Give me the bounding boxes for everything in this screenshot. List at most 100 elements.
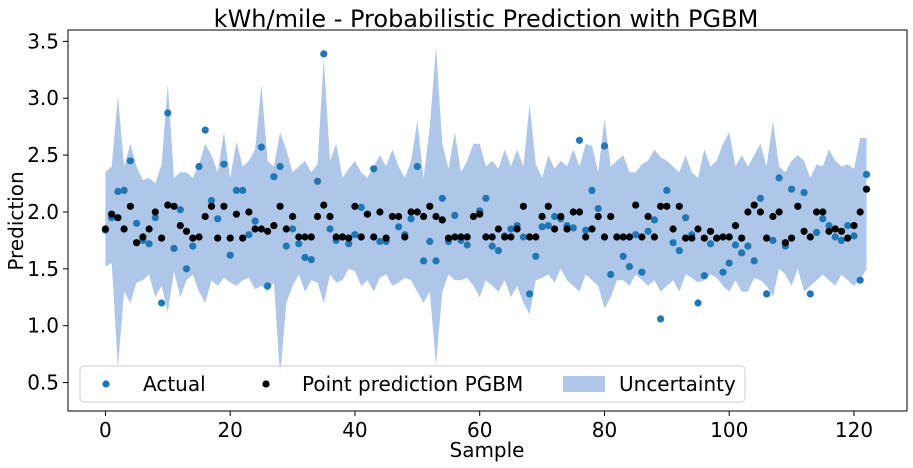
actual-point	[145, 240, 153, 248]
prediction-point	[532, 233, 540, 241]
actual-point	[320, 50, 328, 58]
prediction-point	[781, 239, 790, 247]
prediction-point	[544, 202, 552, 210]
actual-point	[775, 174, 783, 182]
actual-point	[488, 242, 496, 250]
actual-point	[357, 203, 365, 211]
actual-point	[126, 157, 134, 165]
prediction-point	[769, 212, 777, 221]
prediction-point	[432, 212, 440, 221]
actual-point	[245, 231, 253, 239]
prediction-point	[201, 212, 209, 221]
prediction-point	[582, 233, 590, 241]
actual-point	[763, 290, 771, 298]
actual-point	[862, 170, 871, 178]
prediction-point	[713, 234, 721, 242]
prediction-point	[744, 208, 752, 216]
prediction-point	[569, 208, 577, 216]
prediction-point	[295, 233, 303, 241]
prediction-point	[101, 225, 109, 233]
prediction-point	[313, 212, 322, 221]
prediction-point	[363, 210, 371, 218]
prediction-point	[189, 234, 197, 242]
prediction-point	[588, 225, 596, 233]
actual-point	[257, 143, 265, 151]
prediction-point	[494, 225, 502, 233]
prediction-point	[270, 222, 278, 230]
prediction-point	[376, 208, 384, 216]
prediction-point	[775, 208, 783, 216]
prediction-point	[438, 216, 446, 224]
y-tick-label: 2.5	[27, 143, 59, 167]
actual-point	[232, 186, 240, 194]
y-axis: 0.5 1.0 1.5 2.0 2.5 3.0 3.5	[27, 29, 68, 395]
uncertainty-band	[105, 47, 867, 377]
prediction-point	[700, 234, 708, 242]
actual-point	[270, 173, 278, 181]
prediction-point	[195, 233, 203, 241]
plot-area	[67, 29, 908, 412]
x-axis-label: Sample	[450, 438, 525, 462]
prediction-point	[401, 233, 409, 241]
actual-point	[706, 240, 715, 248]
y-tick-label: 0.5	[27, 371, 59, 395]
legend-actual-label: Actual	[143, 372, 206, 396]
actual-point	[151, 214, 159, 222]
uncertainty-band-layer	[105, 47, 867, 377]
prediction-point	[214, 234, 222, 242]
actual-point	[638, 268, 646, 276]
prediction-point	[251, 225, 259, 233]
actual-point	[370, 165, 378, 173]
actual-point	[114, 187, 122, 196]
prediction-point	[813, 208, 821, 216]
prediction-point	[738, 234, 746, 242]
prediction-point	[625, 233, 634, 241]
actual-point	[725, 259, 733, 267]
prediction-point	[719, 233, 727, 241]
prediction-point	[207, 202, 216, 210]
actual-point	[569, 224, 577, 232]
prediction-point	[126, 202, 134, 210]
actual-point	[526, 290, 534, 298]
prediction-point	[139, 233, 147, 241]
prediction-point	[850, 222, 858, 230]
prediction-point	[276, 202, 284, 210]
prediction-point	[800, 227, 808, 235]
prediction-point	[825, 227, 833, 235]
prediction-point	[513, 225, 521, 233]
prediction-point	[182, 227, 191, 235]
actual-point	[158, 299, 166, 307]
actual-point	[544, 222, 552, 230]
prediction-point	[856, 208, 864, 216]
actual-point	[669, 239, 677, 247]
prediction-point	[395, 212, 403, 221]
prediction-point	[457, 233, 465, 241]
actual-point	[482, 194, 490, 202]
prediction-point	[632, 201, 640, 209]
actual-point	[214, 215, 222, 223]
prediction-point	[338, 233, 347, 241]
prediction-point	[706, 227, 715, 235]
prediction-point	[476, 210, 484, 218]
actual-point	[538, 223, 546, 231]
prediction-point	[108, 210, 116, 218]
prediction-point	[507, 233, 515, 241]
prediction-point	[675, 202, 683, 210]
prediction-point	[663, 202, 671, 210]
actual-point	[750, 257, 758, 265]
actual-point	[182, 265, 191, 273]
prediction-point	[382, 234, 390, 242]
actual-point	[295, 240, 303, 248]
actual-point	[420, 257, 428, 265]
x-tick-label: 100	[710, 418, 748, 442]
prediction-point	[232, 210, 240, 218]
legend-actual-marker	[102, 380, 110, 388]
actual-point	[207, 197, 216, 205]
prediction-point	[451, 233, 459, 241]
actual-point	[675, 247, 683, 255]
prediction-point	[694, 225, 702, 233]
prediction-point	[114, 214, 122, 222]
actual-point	[607, 270, 615, 279]
prediction-point	[220, 202, 228, 210]
